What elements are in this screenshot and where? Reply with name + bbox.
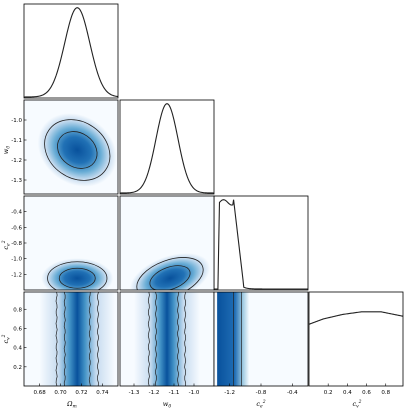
- x-label-w0: w0: [163, 400, 172, 409]
- contour-outer: [44, 119, 111, 181]
- y-tick-label-ce: -1.0: [11, 257, 22, 263]
- y-tick-label-w0: -1.3: [11, 178, 22, 184]
- y-tick-label-cv: 0.4: [13, 346, 22, 352]
- x-tick-label-cv: 0.8: [381, 390, 390, 396]
- x-tick-label-cv: 0.4: [343, 390, 352, 396]
- panel-content: [134, 292, 200, 386]
- panel-bg: [214, 196, 308, 290]
- density-blob: [41, 258, 114, 290]
- diag-panel-cv: [308, 291, 404, 387]
- contour-inner: [88, 292, 91, 386]
- contour-inner: [155, 292, 157, 386]
- x-tick-label-om: 0.72: [75, 390, 87, 396]
- pdf-line-cv: [308, 311, 404, 325]
- pair-panel-w0-ce: [119, 195, 215, 291]
- pair-panel-om-cv: [23, 291, 119, 387]
- panel-frame: [23, 291, 119, 387]
- contour-inner: [58, 267, 96, 289]
- y-tick-label-ce: -1.2: [11, 272, 22, 278]
- density-band: [134, 292, 200, 386]
- diag-panel-ce: [213, 195, 309, 291]
- x-tick-label-om: 0.70: [54, 390, 67, 396]
- y-tick-label-w0: -1.2: [11, 158, 22, 164]
- pair-panel-ce-cv: [213, 291, 309, 387]
- y-tick-label-ce: -0.6: [11, 225, 22, 231]
- density-band: [217, 292, 250, 386]
- pdf-line-om: [24, 7, 119, 98]
- x-tick-label-om: 0.74: [96, 390, 109, 396]
- density-blob: [129, 253, 211, 290]
- x-tick-label-w0: -1.2: [149, 390, 160, 396]
- x-tick-label-ce: -1.2: [224, 390, 235, 396]
- x-tick-label-w0: -1.3: [129, 390, 140, 396]
- ticks: 0.68 0.70 0.72 0.74 -1.3 -1.2 -1.1 -1.0 -1.2 -0.8…: [11, 118, 390, 396]
- pair-panel-om-ce: [23, 195, 119, 291]
- panel-content: [129, 253, 211, 290]
- y-tick-label-cv: 0.2: [13, 365, 22, 371]
- x-tick-label-ce: -0.8: [256, 390, 267, 396]
- pdf-line-w0: [120, 103, 214, 194]
- pdf-line-ce: [214, 199, 308, 290]
- panel-content: [41, 258, 114, 290]
- contour-outer: [147, 292, 150, 386]
- y-label-w0: w0: [2, 146, 12, 155]
- panels: 0.68 0.70 0.72 0.74 -1.3 -1.2 -1.1 -1.0 -1.2 -0.8…: [11, 3, 404, 396]
- x-tick-label-om: 0.68: [34, 390, 47, 396]
- panel-frame: [119, 99, 215, 195]
- panel-content: [37, 113, 117, 187]
- pair-panel-om-w0: [23, 99, 119, 195]
- contour-inner: [57, 131, 98, 169]
- contour-inner: [63, 292, 66, 386]
- x-label-ce: ce2: [256, 399, 265, 409]
- y-tick-label-w0: -1.1: [11, 138, 22, 144]
- diag-panel-w0: [119, 99, 215, 195]
- panel-bg: [120, 100, 214, 194]
- contour-outer: [47, 261, 108, 290]
- x-label-om: Ωm: [66, 400, 77, 409]
- y-tick-label-w0: -1.0: [11, 118, 22, 124]
- panel-frame: [119, 195, 215, 291]
- y-tick-label-ce: -0.8: [11, 241, 22, 247]
- panel-bg: [309, 292, 403, 386]
- x-tick-label-w0: -1.0: [189, 390, 200, 396]
- density-blob: [37, 113, 117, 187]
- x-tick-label-cv: 0.2: [324, 390, 333, 396]
- y-tick-label-ce: -0.4: [11, 210, 22, 216]
- axis-labels: Ωm w0 ce2 cv2 w0 ce2 cv2: [1, 146, 362, 409]
- contour-outer: [184, 292, 187, 386]
- x-label-cv: cv2: [352, 399, 361, 409]
- diag-panel-om: [23, 3, 119, 99]
- y-tick-label-cv: 0.8: [13, 307, 22, 313]
- contour-inner: [149, 265, 191, 290]
- x-tick-label-cv: 0.6: [362, 390, 371, 396]
- contour-inner: [177, 292, 179, 386]
- contour-outer: [55, 292, 58, 386]
- pair-panel-w0-cv: [119, 291, 215, 387]
- density-band: [39, 292, 115, 386]
- y-label-cv: cv2: [1, 334, 12, 343]
- panel-frame: [23, 3, 119, 99]
- x-tick-label-ce: -0.4: [287, 390, 298, 396]
- panel-frame: [308, 291, 404, 387]
- contour-outer: [96, 292, 99, 386]
- panel-content: [39, 292, 115, 386]
- panel-content: [217, 292, 250, 386]
- y-label-ce: ce2: [1, 240, 12, 249]
- contour-outer: [136, 257, 204, 290]
- y-tick-label-cv: 0.6: [13, 326, 22, 332]
- x-tick-label-w0: -1.1: [169, 390, 180, 396]
- panel-frame: [23, 99, 119, 195]
